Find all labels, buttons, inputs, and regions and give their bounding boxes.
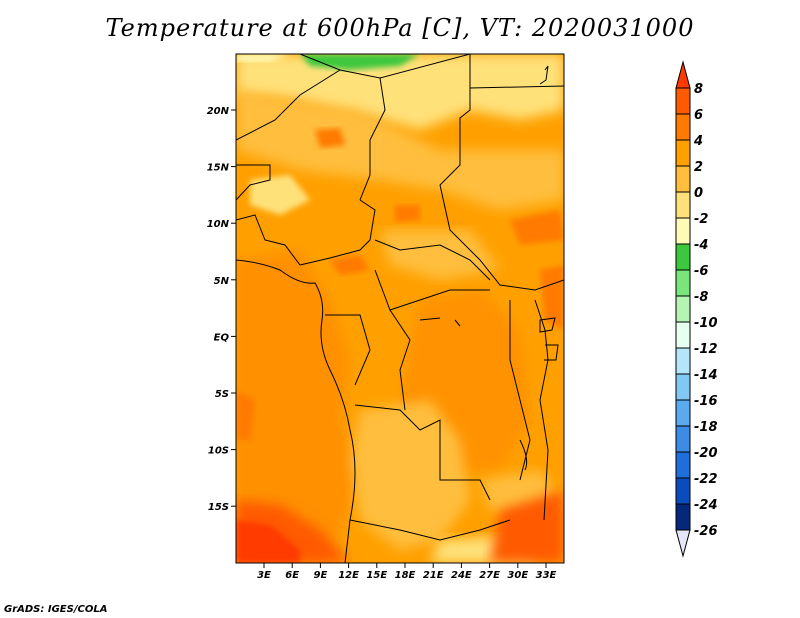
colorbar-bin (675, 321, 691, 349)
colorbar-label: 6 (694, 108, 703, 123)
colorbar-label: -18 (694, 420, 718, 435)
colorbar-bin (675, 373, 691, 401)
lon-label: 21E (423, 570, 444, 581)
grads-credit: GrADS: IGES/COLA (4, 604, 108, 615)
map-title: Temperature at 600hPa [C], VT: 202003100… (105, 14, 695, 42)
colorbar-bin (675, 191, 691, 219)
lon-label: 30E (507, 570, 528, 581)
colorbar-bin (675, 217, 691, 245)
colorbar-label: 2 (694, 160, 703, 175)
lat-label: 10S (208, 446, 229, 457)
lon-label: 18E (395, 570, 416, 581)
colorbar-label: -24 (694, 498, 718, 513)
colorbar-label: -2 (694, 212, 708, 227)
colorbar-bin (675, 451, 691, 479)
colorbar-bin (675, 113, 691, 141)
colorbar-label: -26 (694, 524, 718, 539)
lon-label: 9E (314, 570, 328, 581)
colorbar-bin (675, 425, 691, 453)
colorbar-bin (675, 87, 691, 115)
colorbar-top-arrow (675, 60, 691, 89)
lat-label: 15N (207, 163, 230, 174)
lat-label: 20N (207, 106, 230, 117)
lon-label: 15E (366, 570, 387, 581)
colorbar-bin (675, 503, 691, 531)
lat-label: 15S (208, 502, 229, 513)
temperature-field (236, 54, 564, 563)
colorbar-bin (675, 139, 691, 167)
lat-label: 10N (207, 219, 230, 230)
colorbar-label: -14 (694, 368, 718, 383)
lon-label: 24E (451, 570, 472, 581)
latitude-axis: 20N 15N 10N 5N EQ 5S 10S 15S (207, 106, 236, 513)
colorbar-label: -4 (694, 238, 708, 253)
longitude-axis: 3E 6E 9E 12E 15E 18E 21E 24E 27E 30E 33E (257, 563, 557, 581)
colorbar-bin (675, 477, 691, 505)
lon-label: 27E (479, 570, 500, 581)
colorbar-bin (675, 243, 691, 271)
colorbar-label: -12 (694, 342, 718, 357)
lon-label: 3E (257, 570, 271, 581)
colorbar-bin (675, 269, 691, 297)
colorbar-label: -6 (694, 264, 708, 279)
colorbar-label: 8 (694, 82, 703, 97)
lon-label: 33E (536, 570, 557, 581)
lon-label: 12E (338, 570, 359, 581)
colorbar-label: -8 (694, 290, 708, 305)
colorbar-label: 0 (694, 186, 703, 201)
lat-label: EQ (214, 332, 230, 343)
colorbar-label: -20 (694, 446, 718, 461)
colorbar-label: -22 (694, 472, 718, 487)
colorbar-bin (675, 295, 691, 323)
colorbar-bottom-arrow (675, 529, 691, 558)
colorbar: 8 6 4 2 0 -2 -4 -6 -8 -10 -12 -14 -16 -18 -20 -22 -24 -26 (675, 60, 718, 558)
country-borders (236, 54, 564, 563)
lat-label: 5N (214, 276, 230, 287)
map-frame (235, 53, 565, 564)
colorbar-bin (675, 165, 691, 193)
colorbar-bin (675, 399, 691, 427)
colorbar-label: -10 (694, 316, 718, 331)
colorbar-bin (675, 347, 691, 375)
lon-label: 6E (285, 570, 299, 581)
colorbar-label: 4 (693, 134, 703, 149)
lat-label: 5S (215, 389, 229, 400)
colorbar-label: -16 (694, 394, 718, 409)
